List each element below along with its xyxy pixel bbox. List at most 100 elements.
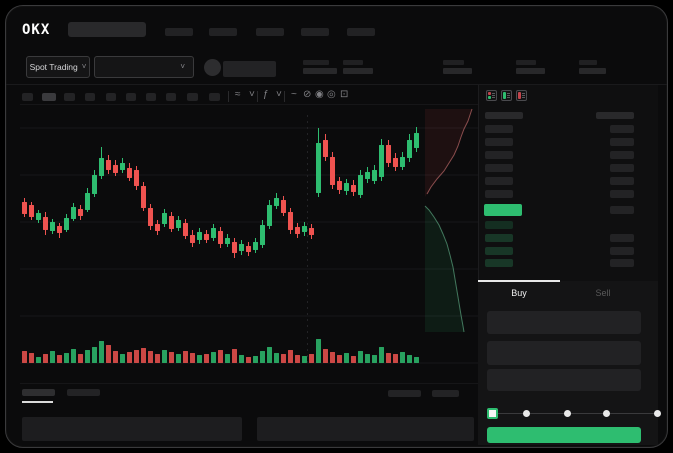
bottom-action-placeholder[interactable] xyxy=(388,390,421,397)
bottom-action-placeholder[interactable] xyxy=(432,390,459,397)
bottom-tab-placeholder[interactable] xyxy=(67,389,100,396)
ask-price-bar[interactable] xyxy=(485,125,513,133)
timeframe-button[interactable] xyxy=(187,93,198,101)
order-input-field[interactable] xyxy=(487,369,641,391)
slider-stop-dot[interactable] xyxy=(523,410,530,417)
candle xyxy=(372,170,377,181)
okx-logo[interactable]: OKX xyxy=(22,22,51,38)
bottom-table-placeholder xyxy=(257,417,474,441)
ask-price-bar[interactable] xyxy=(485,151,513,159)
slider-stop-dot[interactable] xyxy=(654,410,661,417)
volume-bar xyxy=(22,351,27,363)
order-input-field[interactable] xyxy=(487,311,641,334)
volume-bar xyxy=(386,353,391,363)
candle xyxy=(239,244,244,251)
nav-item-placeholder[interactable] xyxy=(209,28,237,36)
volume-bar xyxy=(358,351,363,363)
volume-bar xyxy=(36,357,41,363)
timeframe-button[interactable] xyxy=(146,93,156,101)
timeframe-button[interactable] xyxy=(166,93,176,101)
nav-item-placeholder[interactable] xyxy=(301,28,329,36)
candle xyxy=(337,181,342,190)
volume-bar xyxy=(239,355,244,363)
trendline-icon[interactable]: ~ xyxy=(291,89,297,100)
volume-bar xyxy=(288,350,293,363)
orderbook-asks-icon[interactable] xyxy=(516,90,527,101)
candle xyxy=(148,208,153,226)
candle xyxy=(225,238,230,244)
ask-price-bar[interactable] xyxy=(485,164,513,172)
slider-stop-dot[interactable] xyxy=(564,410,571,417)
candle xyxy=(78,209,83,216)
candle xyxy=(288,212,293,230)
orderbook-combined-icon[interactable] xyxy=(486,90,497,101)
volume-bar xyxy=(407,355,412,363)
timeframe-button[interactable] xyxy=(209,93,220,101)
slider-handle[interactable] xyxy=(487,408,498,419)
timeframe-button[interactable] xyxy=(126,93,136,101)
candlestick-chart[interactable] xyxy=(20,105,480,369)
order-input-field[interactable] xyxy=(487,341,641,365)
market-type-selector[interactable]: Spot Trading ˅ xyxy=(26,56,90,78)
timeframe-button[interactable] xyxy=(106,93,116,101)
nav-item-placeholder[interactable] xyxy=(256,28,284,36)
pair-dropdown[interactable]: ˅ xyxy=(94,56,194,78)
nav-item-placeholder[interactable] xyxy=(347,28,375,36)
ticker-stat-label xyxy=(303,60,329,65)
candle xyxy=(393,158,398,167)
volume-bar xyxy=(127,352,132,363)
chart-style-icon[interactable]: ≈ xyxy=(235,89,241,100)
eraser-icon[interactable]: ⊘ xyxy=(303,89,312,100)
candle xyxy=(92,175,97,194)
tab-buy[interactable]: Buy xyxy=(511,288,527,298)
candle xyxy=(43,217,48,230)
volume-bar xyxy=(302,356,307,363)
order-amount-bar xyxy=(610,125,634,133)
volume-bar xyxy=(113,351,118,363)
chevron-down-icon[interactable]: ˅ xyxy=(276,89,282,100)
snapshot-icon[interactable]: ◉ xyxy=(315,89,324,100)
timeframe-button[interactable] xyxy=(85,93,95,101)
slider-stop-dot[interactable] xyxy=(603,410,610,417)
tab-sell[interactable]: Sell xyxy=(595,288,611,298)
bid-price-bar[interactable] xyxy=(485,221,513,229)
volume-bar xyxy=(274,353,279,363)
candle xyxy=(183,223,188,236)
volume-bar xyxy=(344,353,349,363)
chevron-down-icon[interactable]: ˅ xyxy=(249,89,255,100)
candle xyxy=(323,140,328,157)
amount-slider-track[interactable] xyxy=(489,413,655,414)
bid-price-bar[interactable] xyxy=(485,247,513,255)
indicators-icon[interactable]: ƒ xyxy=(263,89,269,100)
settings-icon[interactable]: ◎ xyxy=(327,89,336,100)
toolbar-divider xyxy=(284,91,285,102)
bottom-tab-placeholder[interactable] xyxy=(22,389,55,396)
order-amount-bar xyxy=(610,206,634,214)
volume-bar xyxy=(71,349,76,363)
volume-bar xyxy=(309,354,314,363)
fullscreen-icon[interactable]: ⊡ xyxy=(340,89,349,100)
chart-bottom-divider xyxy=(20,383,478,384)
timeframe-button[interactable] xyxy=(42,93,56,101)
candle xyxy=(134,170,139,186)
ask-price-bar[interactable] xyxy=(485,177,513,185)
volume-bar xyxy=(141,348,146,363)
candle xyxy=(414,133,419,148)
volume-bar xyxy=(57,355,62,363)
candle xyxy=(267,205,272,226)
order-amount-bar xyxy=(610,164,634,172)
candle xyxy=(176,220,181,228)
bid-price-bar[interactable] xyxy=(485,234,513,242)
bid-price-bar[interactable] xyxy=(485,259,513,267)
nav-item-placeholder[interactable] xyxy=(165,28,193,36)
buy-submit-button[interactable] xyxy=(487,427,641,443)
ask-price-bar[interactable] xyxy=(485,190,513,198)
ask-price-bar[interactable] xyxy=(485,138,513,146)
volume-bar xyxy=(267,347,272,363)
candle xyxy=(379,145,384,177)
search-input[interactable] xyxy=(68,22,146,37)
orderbook-bids-icon[interactable] xyxy=(501,90,512,101)
timeframe-button[interactable] xyxy=(22,93,33,101)
icon-strip xyxy=(518,92,521,99)
timeframe-button[interactable] xyxy=(64,93,75,101)
